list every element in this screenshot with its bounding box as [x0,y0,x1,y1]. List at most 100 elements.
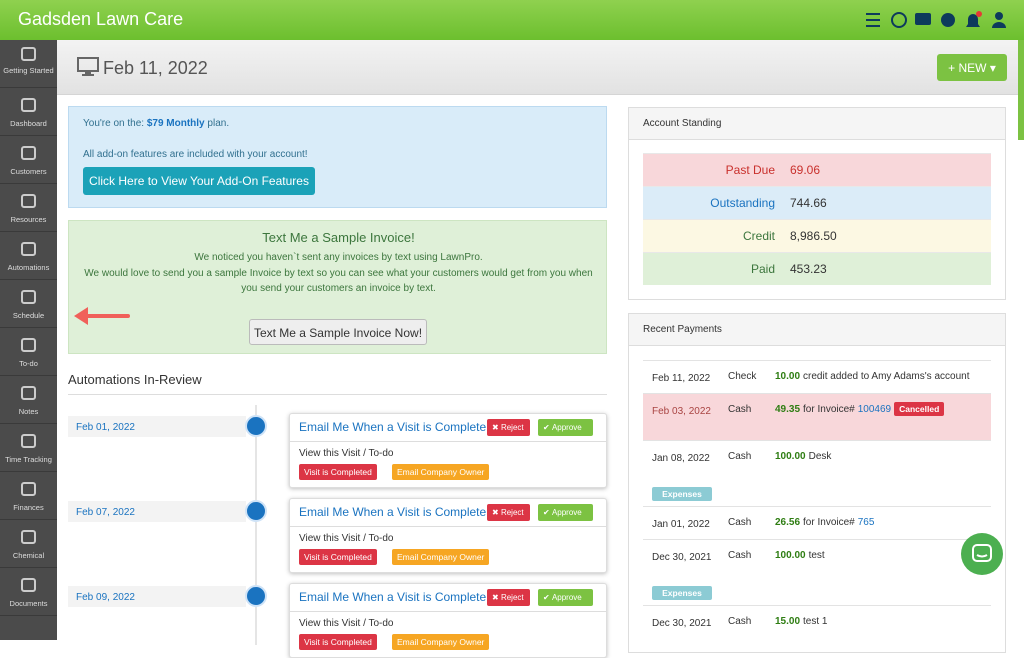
nav-item[interactable]: Customers [0,136,57,184]
nav-item[interactable]: Notes [0,376,57,424]
approve-label: Approve [551,593,582,602]
nav-label: Automations [7,263,50,272]
timeline-icon [245,500,267,522]
payments-title: Recent Payments [629,314,1005,346]
payment-method: Cash [728,517,752,528]
tag-completed: Visit is Completed [299,634,377,650]
invoice-box: Text Me a Sample Invoice! We noticed you… [68,220,607,354]
payment-row: Dec 30, 2021 Cash 100.00 test Expenses [643,539,991,605]
pointer-arrow [74,307,130,325]
payment-row: Dec 30, 2021 Cash 15.00 test 1 [643,605,991,652]
nav-icon [21,242,36,256]
nav-item[interactable]: Finances [0,472,57,520]
nav-icon [21,194,36,208]
standing-value: 69.06 [790,163,821,177]
reject-label: Reject [500,508,524,517]
nav-item[interactable]: Resources [0,184,57,232]
payment-method: Cash [728,550,752,561]
sidebar: Getting Started Dashboard Customers Resourc… [0,40,57,640]
nav-label: Finances [13,503,44,512]
invoice-title: Text Me a Sample Invoice! [262,230,415,245]
payment-detail: 100.00 test [775,550,828,561]
payment-badge: Expenses [652,487,712,501]
payment-amount: 15.00 [775,616,801,627]
payment-date: Feb 11, 2022 [652,373,711,384]
nav-icon [21,530,36,544]
nav-label: Notes [18,407,39,416]
chat-button[interactable] [960,532,1004,576]
nav-item[interactable]: Schedule [0,280,57,328]
nav-icon [21,386,36,400]
payments-panel: Recent Payments Feb 11, 2022 Check 10.00 cr… [628,313,1006,653]
nav-icon [21,482,36,496]
payment-detail: 10.00 credit added to Amy Adams's account [775,371,972,382]
invoice-line1: We noticed you haven`t sent any invoices… [194,252,483,263]
payment-invoice[interactable]: 100469 [857,404,892,415]
nav-item[interactable]: Dashboard [0,88,57,136]
nav-item[interactable]: Time Tracking [0,424,57,472]
toolbar-icons[interactable] [862,10,1012,30]
reject-label: Reject [500,593,524,602]
visit-link[interactable]: View this Visit / To-do [299,448,394,459]
payment-badge: Cancelled [894,402,945,416]
nav-item[interactable]: Automations [0,232,57,280]
standing-label: Past Due [725,163,775,177]
timeline-date: Feb 09, 2022 [68,586,246,607]
standing-label: Outstanding [710,196,775,210]
automations-title: Automations In-Review [68,372,202,387]
payment-amount: 100.00 [775,451,806,462]
standing-row: Past Due 69.06 [643,153,991,186]
standing-value: 744.66 [790,196,827,210]
payment-desc: test 1 [803,616,828,627]
nav-label: Getting Started [3,66,54,75]
timeline-icon [245,585,267,607]
automation-card: Email Me When a Visit is Complete ✖ Rejec… [289,583,607,658]
nav-item[interactable]: Documents [0,568,57,616]
page-header: Feb 11, 2022 + NEW ▾ [57,40,1018,95]
addon-button[interactable]: Click Here to View Your Add-On Features [83,167,315,195]
plan-name: $79 Monthly [146,118,205,129]
sample-invoice-button[interactable]: Text Me a Sample Invoice Now! [249,319,427,345]
reject-label: Reject [500,423,524,432]
payment-amount: 26.56 [775,517,801,528]
automation-title[interactable]: Email Me When a Visit is Complete [299,420,487,434]
visit-link[interactable]: View this Visit / To-do [299,618,394,629]
nav-label: Customers [10,167,47,176]
plan-suffix: plan. [207,118,230,129]
approve-button[interactable]: ✔ Approve [538,589,593,606]
reject-button[interactable]: ✖ Reject [487,504,530,521]
nav-icon [21,434,36,448]
timeline-line [255,405,257,645]
standing-title: Account Standing [629,108,1005,140]
nav-item[interactable]: Getting Started [0,40,57,88]
nav-label: Schedule [12,311,45,320]
payment-invoice[interactable]: 765 [857,517,875,528]
automation-title[interactable]: Email Me When a Visit is Complete [299,505,487,519]
card-divider [290,611,606,612]
payment-method: Cash [728,616,752,627]
nav-icon [21,578,36,592]
standing-row: Outstanding 744.66 [643,186,991,219]
payment-badge: Expenses [652,586,712,600]
nav-item[interactable]: To-do [0,328,57,376]
plan-note: All add-on features are included with yo… [83,149,308,160]
nav-item[interactable]: Chemical [0,520,57,568]
new-button[interactable]: + NEW ▾ [937,54,1007,81]
nav-label: Resources [10,215,47,224]
reject-button[interactable]: ✖ Reject [487,589,530,606]
payment-row: Jan 01, 2022 Cash 26.56 for Invoice# 765 [643,506,991,539]
payment-detail: 100.00 Desk [775,451,834,462]
visit-link[interactable]: View this Visit / To-do [299,533,394,544]
standing-label: Paid [750,262,775,276]
approve-button[interactable]: ✔ Approve [538,419,593,436]
tag-email: Email Company Owner [392,464,490,480]
timeline-date: Feb 01, 2022 [68,416,246,437]
automation-title[interactable]: Email Me When a Visit is Complete [299,590,487,604]
scrollbar [1018,40,1024,140]
payment-amount: 49.35 [775,404,801,415]
nav-label: Documents [9,599,48,608]
reject-button[interactable]: ✖ Reject [487,419,530,436]
approve-button[interactable]: ✔ Approve [538,504,593,521]
automation-card: Email Me When a Visit is Complete ✖ Rejec… [289,413,607,488]
